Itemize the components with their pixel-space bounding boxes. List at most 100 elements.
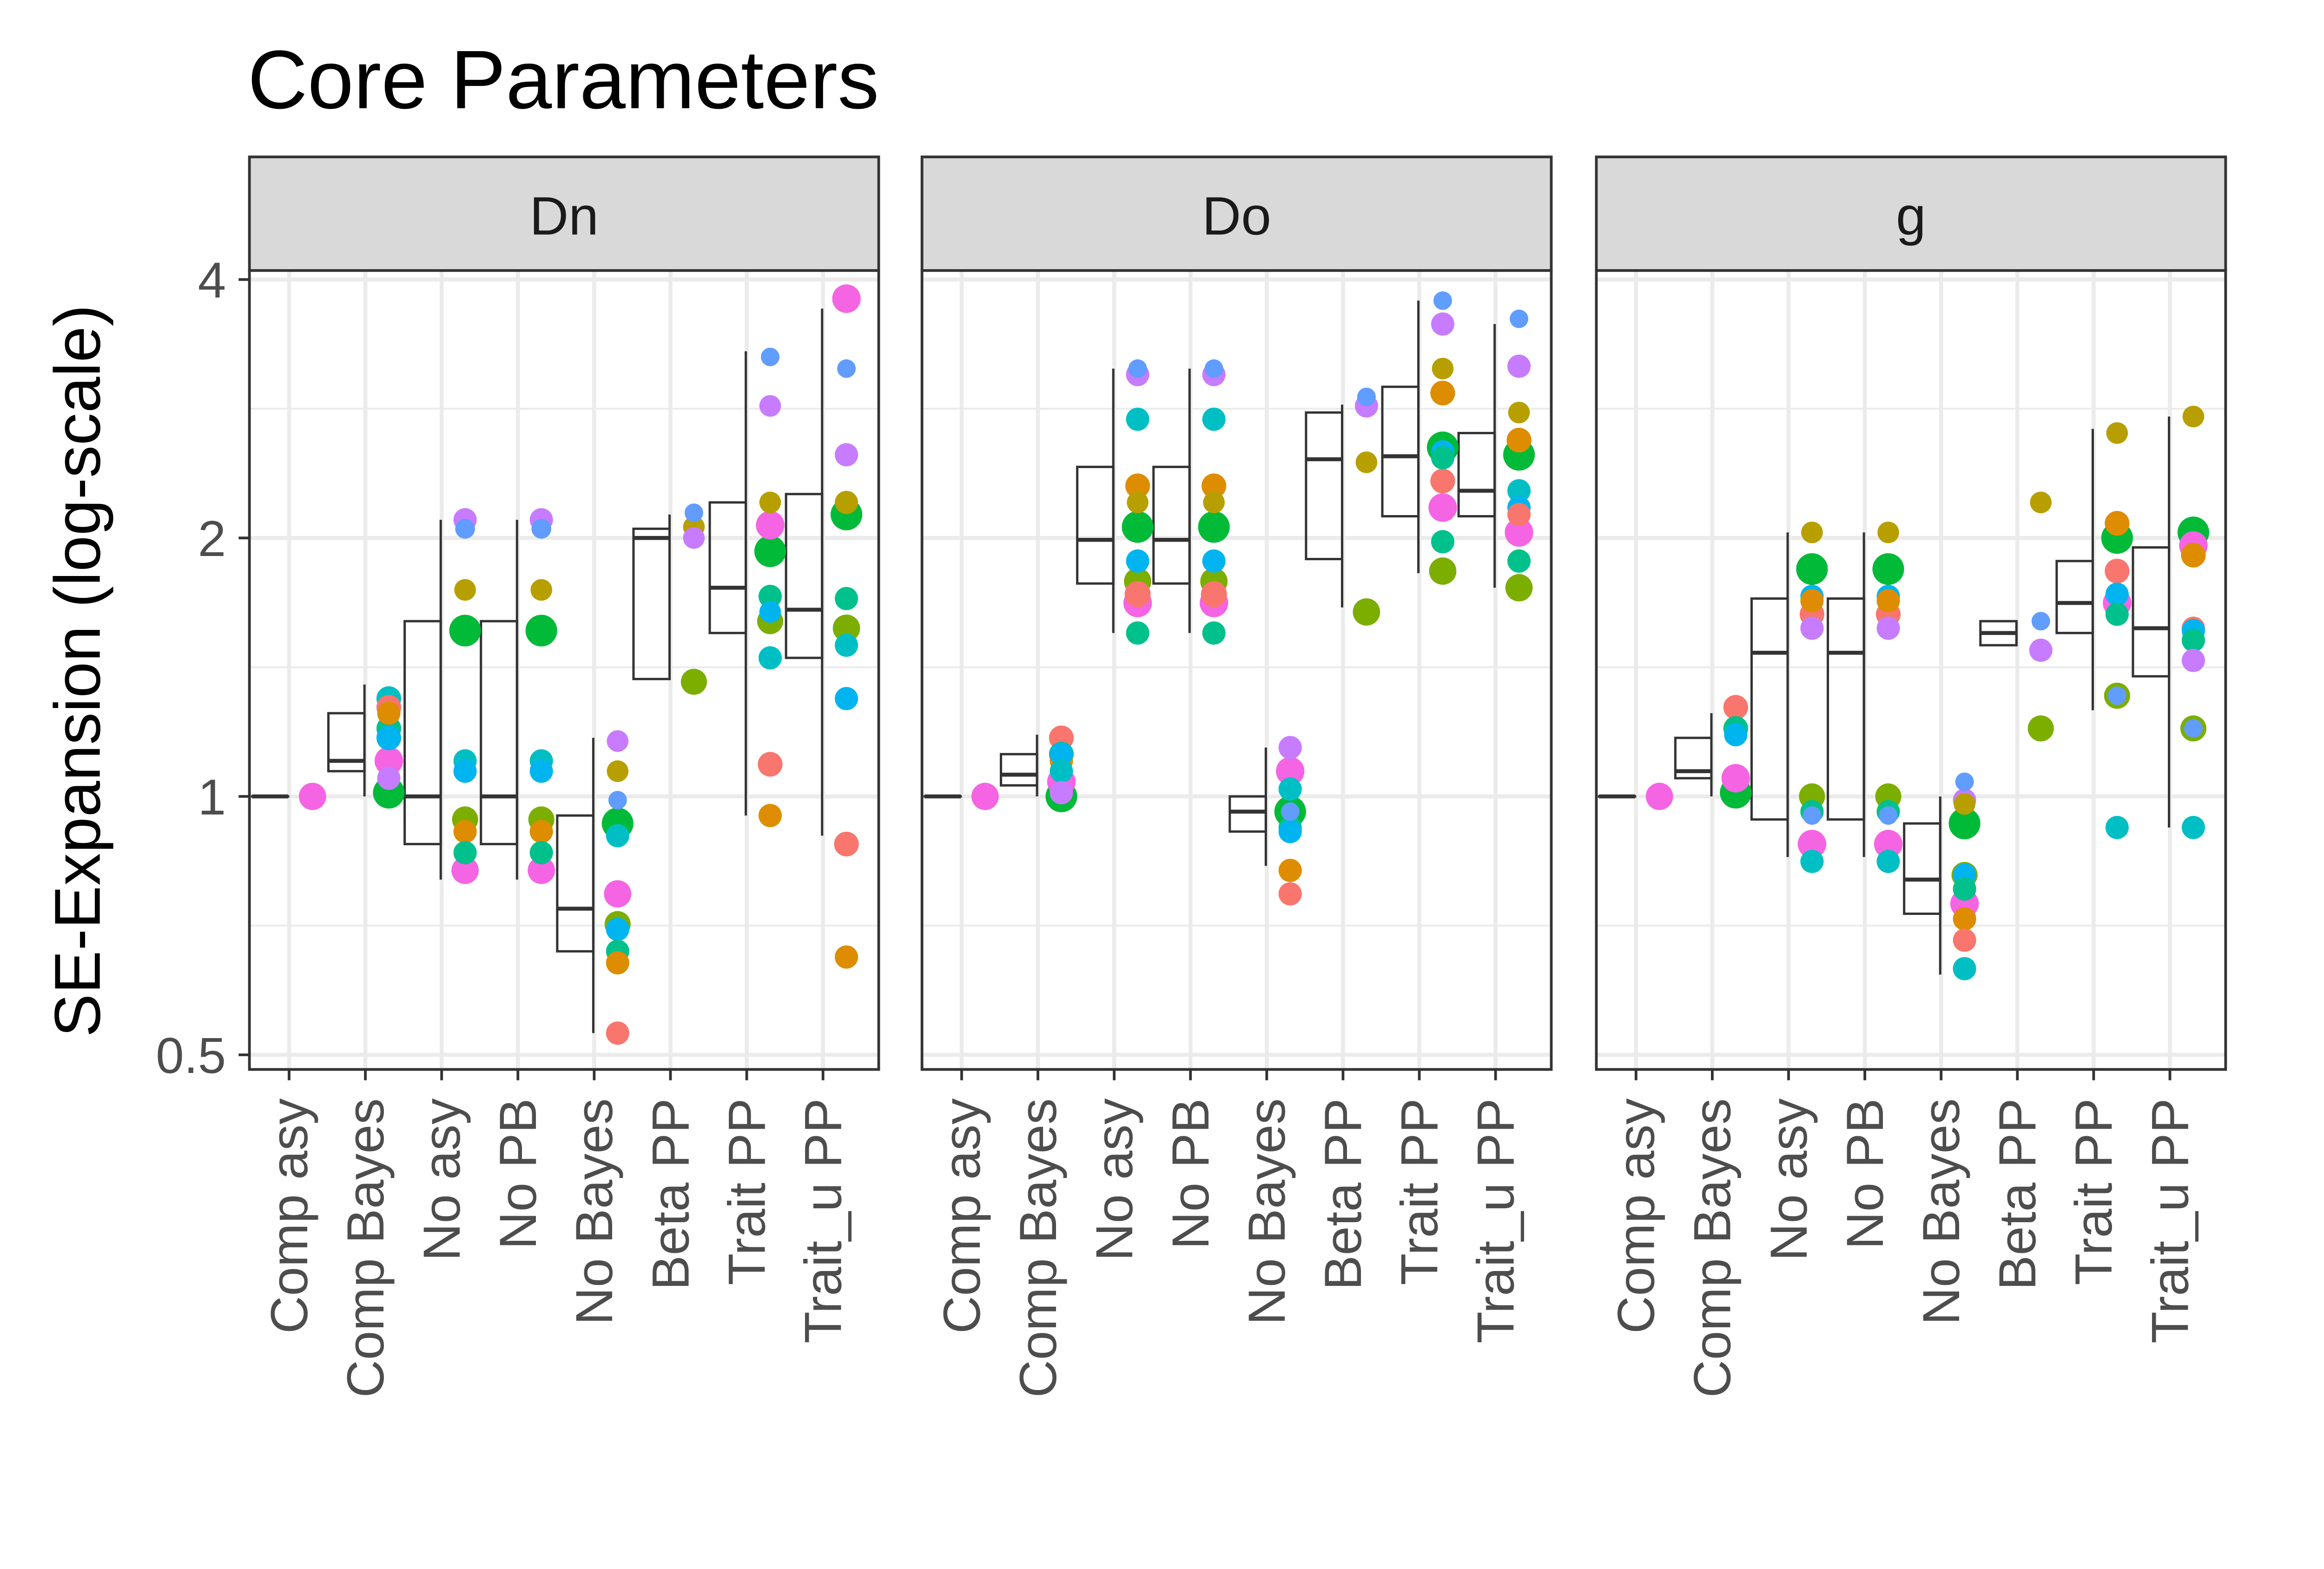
boxplot-box: [403, 620, 442, 846]
data-point-Heath6-1: [2184, 719, 2203, 738]
y-tick-label: 4: [198, 252, 226, 309]
data-point-Jae12: [1428, 493, 1457, 522]
data-point-Koen11: [1508, 402, 1530, 424]
data-point-Dube12W: [1050, 742, 1073, 766]
chart-title: Core Parameters: [248, 33, 879, 126]
data-point-Heath6-1: [1357, 387, 1376, 406]
boxplot: [480, 520, 518, 880]
data-point-Dube12P: [1876, 849, 1900, 873]
data-point-Heath6-2: [2029, 638, 2053, 662]
y-axis-label: SE-Expansion (log-scale): [41, 305, 114, 1037]
data-point-Koen11: [607, 760, 629, 782]
data-point-Dube12W: [376, 725, 402, 750]
data-point-Koen10: [453, 820, 477, 843]
data-point-Pratte10: [1872, 553, 1904, 585]
data-point-Heath6-1: [1879, 806, 1898, 825]
data-point-Koen13F: [1353, 598, 1380, 626]
boxplot-box: [1228, 795, 1267, 833]
data-point-Pratte10: [1122, 511, 1154, 543]
data-point-Heath6-2: [1431, 312, 1454, 336]
data-point-Koen10: [529, 820, 553, 843]
data-point-Koen13F: [1429, 557, 1457, 585]
boxplot-box: [1457, 431, 1496, 517]
data-point-Koen10: [1125, 473, 1150, 498]
data-point-Jang9: [1507, 503, 1531, 526]
data-point-Koen11: [2106, 422, 2128, 444]
boxplot: [1305, 404, 1344, 608]
data-point-Dube12W: [529, 759, 553, 783]
data-point-Jae12: [1874, 829, 1903, 859]
boxplot: [1000, 735, 1038, 797]
data-point-Heath6-2: [1800, 616, 1824, 640]
y-axis: 0.5 1 2 4: [156, 252, 250, 1084]
data-point-Koen11: [759, 491, 781, 514]
data-point-Koen11: [1801, 521, 1823, 543]
panel-background: [249, 270, 879, 1070]
boxplot: [2132, 416, 2171, 828]
data-point-Heath6-2: [1050, 781, 1073, 805]
data-point-Dube12P: [1202, 407, 1226, 431]
data-point-Jae12: [971, 782, 999, 810]
data-point-Jang9: [758, 752, 783, 777]
panel-Do: Do Comp asy Comp Bayes No asy No PB No Bayes B…: [920, 155, 1553, 1398]
data-point-Koen13F: [680, 669, 707, 695]
data-point-Smith4: [1431, 446, 1454, 470]
data-point-Dube12P: [1507, 479, 1531, 503]
data-point-Koen10: [606, 951, 629, 975]
data-point-Heath6-2: [1876, 616, 1900, 640]
data-point-Jae12: [604, 880, 632, 908]
data-point-Koen11: [530, 579, 552, 601]
data-point-Koen11: [454, 579, 476, 601]
boxplot: [1381, 300, 1420, 573]
x-tick-label: No PB: [489, 1099, 547, 1250]
data-point-Smith4: [758, 584, 782, 608]
x-tick-label: Comp asy: [260, 1098, 318, 1334]
data-point-Dube12P: [1050, 759, 1073, 783]
data-point-Dube12P: [1278, 777, 1302, 801]
data-point-Dube12P: [606, 824, 629, 847]
data-point-Smith4: [1431, 530, 1454, 554]
boxplot-box: [1827, 597, 1865, 821]
x-tick-label: Comp asy: [1607, 1098, 1665, 1334]
data-point-Koen10: [1430, 380, 1455, 406]
x-tick-label: Comp Bayes: [1683, 1099, 1742, 1398]
boxplot: [327, 684, 366, 797]
y-tick-label: 1: [198, 769, 226, 826]
data-point-Jang9: [1723, 695, 1748, 720]
data-point-Pratte10: [1948, 808, 1981, 840]
data-point-Koen10: [1506, 428, 1532, 453]
data-point-Heath6-1: [1955, 772, 1974, 791]
data-point-Heath6-1: [1433, 291, 1452, 310]
panel-border: [248, 269, 880, 1071]
boxplot-box: [632, 527, 671, 681]
data-point-Heath6-1: [1128, 359, 1147, 378]
x-tick-label: Beta PP: [1314, 1099, 1372, 1291]
boxplot-box: [2055, 560, 2094, 635]
data-point-Koen11: [1355, 451, 1378, 473]
data-point-Koen10: [1278, 859, 1302, 882]
data-point-Jang9: [1278, 882, 1302, 906]
data-point-Heath6-1: [837, 359, 856, 378]
data-point-Koen13F: [2027, 715, 2054, 741]
data-point-Jae12: [756, 510, 785, 540]
data-point-Smith4: [1507, 549, 1531, 573]
boxplot-box: [1381, 385, 1420, 517]
data-point-Heath6-1: [608, 791, 627, 810]
data-point-Heath6-1: [2031, 612, 2050, 631]
x-tick-label: No Bayes: [1912, 1099, 1970, 1325]
x-tick-label: No Bayes: [1237, 1099, 1296, 1325]
data-point-Smith4: [2105, 602, 2129, 626]
data-point-Heath6-2: [835, 443, 858, 467]
boxplot: [1457, 324, 1496, 588]
data-point-Smith4: [2181, 629, 2205, 652]
boxplot: [1228, 748, 1267, 866]
x-tick-label: Trait_u PP: [793, 1099, 852, 1344]
facet-strip-label: Do: [1202, 185, 1271, 246]
data-point-Dube12W: [1202, 549, 1226, 573]
data-point-Jang9: [2105, 558, 2130, 584]
data-point-Jang9: [1430, 469, 1455, 494]
data-point-Heath6-1: [2107, 686, 2126, 705]
x-tick-label: No Bayes: [565, 1099, 623, 1325]
x-tick-label: Trait PP: [1390, 1099, 1448, 1285]
